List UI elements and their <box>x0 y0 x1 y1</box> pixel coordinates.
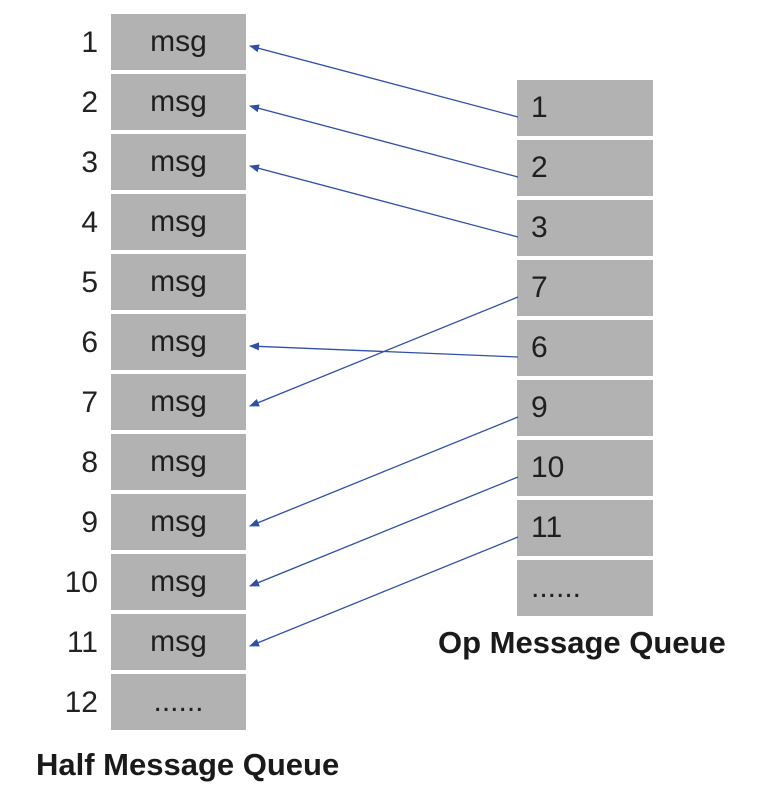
mapping-arrow <box>249 536 519 647</box>
mapping-arrow <box>249 416 519 527</box>
op-queue-cell: 11 <box>517 500 653 556</box>
half-queue-cell: msg <box>111 194 246 250</box>
half-queue-index: 12 <box>64 686 98 719</box>
half-queue-index: 4 <box>81 206 98 239</box>
op-queue-caption: Op Message Queue <box>438 625 726 660</box>
half-queue-cell: ...... <box>111 674 246 730</box>
half-queue-cell: msg <box>111 254 246 310</box>
half-queue-index: 5 <box>81 266 98 299</box>
half-queue-index: 6 <box>81 326 98 359</box>
half-queue-cell: msg <box>111 14 246 70</box>
half-queue-index: 9 <box>81 506 98 539</box>
half-queue-cell: msg <box>111 614 246 670</box>
half-queue-index: 7 <box>81 386 98 419</box>
half-queue-cell: msg <box>111 314 246 370</box>
half-queue-index: 11 <box>66 626 98 659</box>
half-queue-caption: Half Message Queue <box>36 747 340 782</box>
op-queue-cell: 2 <box>517 140 653 196</box>
half-queue-index: 8 <box>81 446 98 479</box>
half-queue-cell: msg <box>111 74 246 130</box>
op-queue-cell: 3 <box>517 200 653 256</box>
op-queue-cell: 7 <box>517 260 653 316</box>
mapping-arrow <box>249 104 519 178</box>
mapping-arrow <box>249 164 519 238</box>
op-queue-cell: 10 <box>517 440 653 496</box>
half-queue-cell: msg <box>111 554 246 610</box>
half-queue-index: 2 <box>81 86 98 119</box>
op-queue-cell: 9 <box>517 380 653 436</box>
half-queue-cell: msg <box>111 374 246 430</box>
op-queue-cell: 6 <box>517 320 653 376</box>
half-queue-index: 1 <box>81 26 98 59</box>
op-queue-cell: 1 <box>517 80 653 136</box>
op-queue-cell: ...... <box>517 560 653 616</box>
mapping-arrow <box>249 476 519 587</box>
mapping-arrow <box>249 342 519 358</box>
half-queue-index: 10 <box>64 566 98 599</box>
half-queue-cell: msg <box>111 434 246 490</box>
mapping-arrow <box>249 44 519 118</box>
half-queue-index: 3 <box>81 146 98 179</box>
half-queue-cell: msg <box>111 494 246 550</box>
half-queue-cell: msg <box>111 134 246 190</box>
